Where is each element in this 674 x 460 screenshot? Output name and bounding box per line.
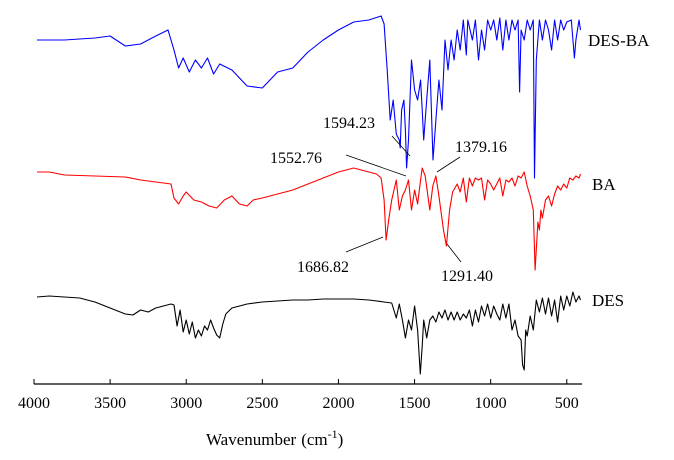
series-label-des-ba: DES-BA: [588, 31, 650, 50]
x-axis-title-exponent: -1: [328, 427, 338, 441]
x-axis-title-main: Wavenumber: [206, 430, 297, 449]
leader-1379: [436, 156, 461, 173]
leader-1594: [391, 135, 411, 157]
series-line-des-ba: [37, 15, 582, 179]
peak-label-1552: 1552.76: [270, 150, 322, 167]
series-line-des: [36, 291, 582, 375]
x-tick-label: 500: [555, 395, 579, 412]
peak-label-1594: 1594.23: [323, 115, 375, 132]
x-tick-label: 3000: [170, 395, 202, 412]
series-line-ba: [37, 167, 582, 271]
x-tick-label: 2000: [322, 395, 354, 412]
x-tick-label: 4000: [18, 395, 50, 412]
leader-1686: [345, 236, 384, 253]
peak-label-1379: 1379.16: [455, 139, 507, 156]
series-group: [36, 15, 582, 375]
x-tick-label: 2500: [246, 395, 278, 412]
x-axis-title-close: ): [338, 430, 344, 449]
x-axis-title: Wavenumber (cm-1): [206, 427, 343, 449]
x-tick-label: 1000: [475, 395, 507, 412]
x-tick-label: 1500: [399, 395, 431, 412]
peak-label-1291: 1291.40: [441, 268, 493, 285]
leader-1291: [446, 243, 462, 263]
x-axis-ticks: 4000 3500 3000 2500 2000 1500 1000 500: [18, 379, 579, 412]
series-label-des: DES: [592, 291, 624, 310]
x-tick-label: 3500: [94, 395, 126, 412]
series-label-ba: BA: [592, 175, 616, 194]
leader-1552: [345, 154, 407, 177]
peak-label-1686: 1686.82: [297, 259, 349, 276]
x-axis-title-unit: (cm: [301, 430, 327, 449]
